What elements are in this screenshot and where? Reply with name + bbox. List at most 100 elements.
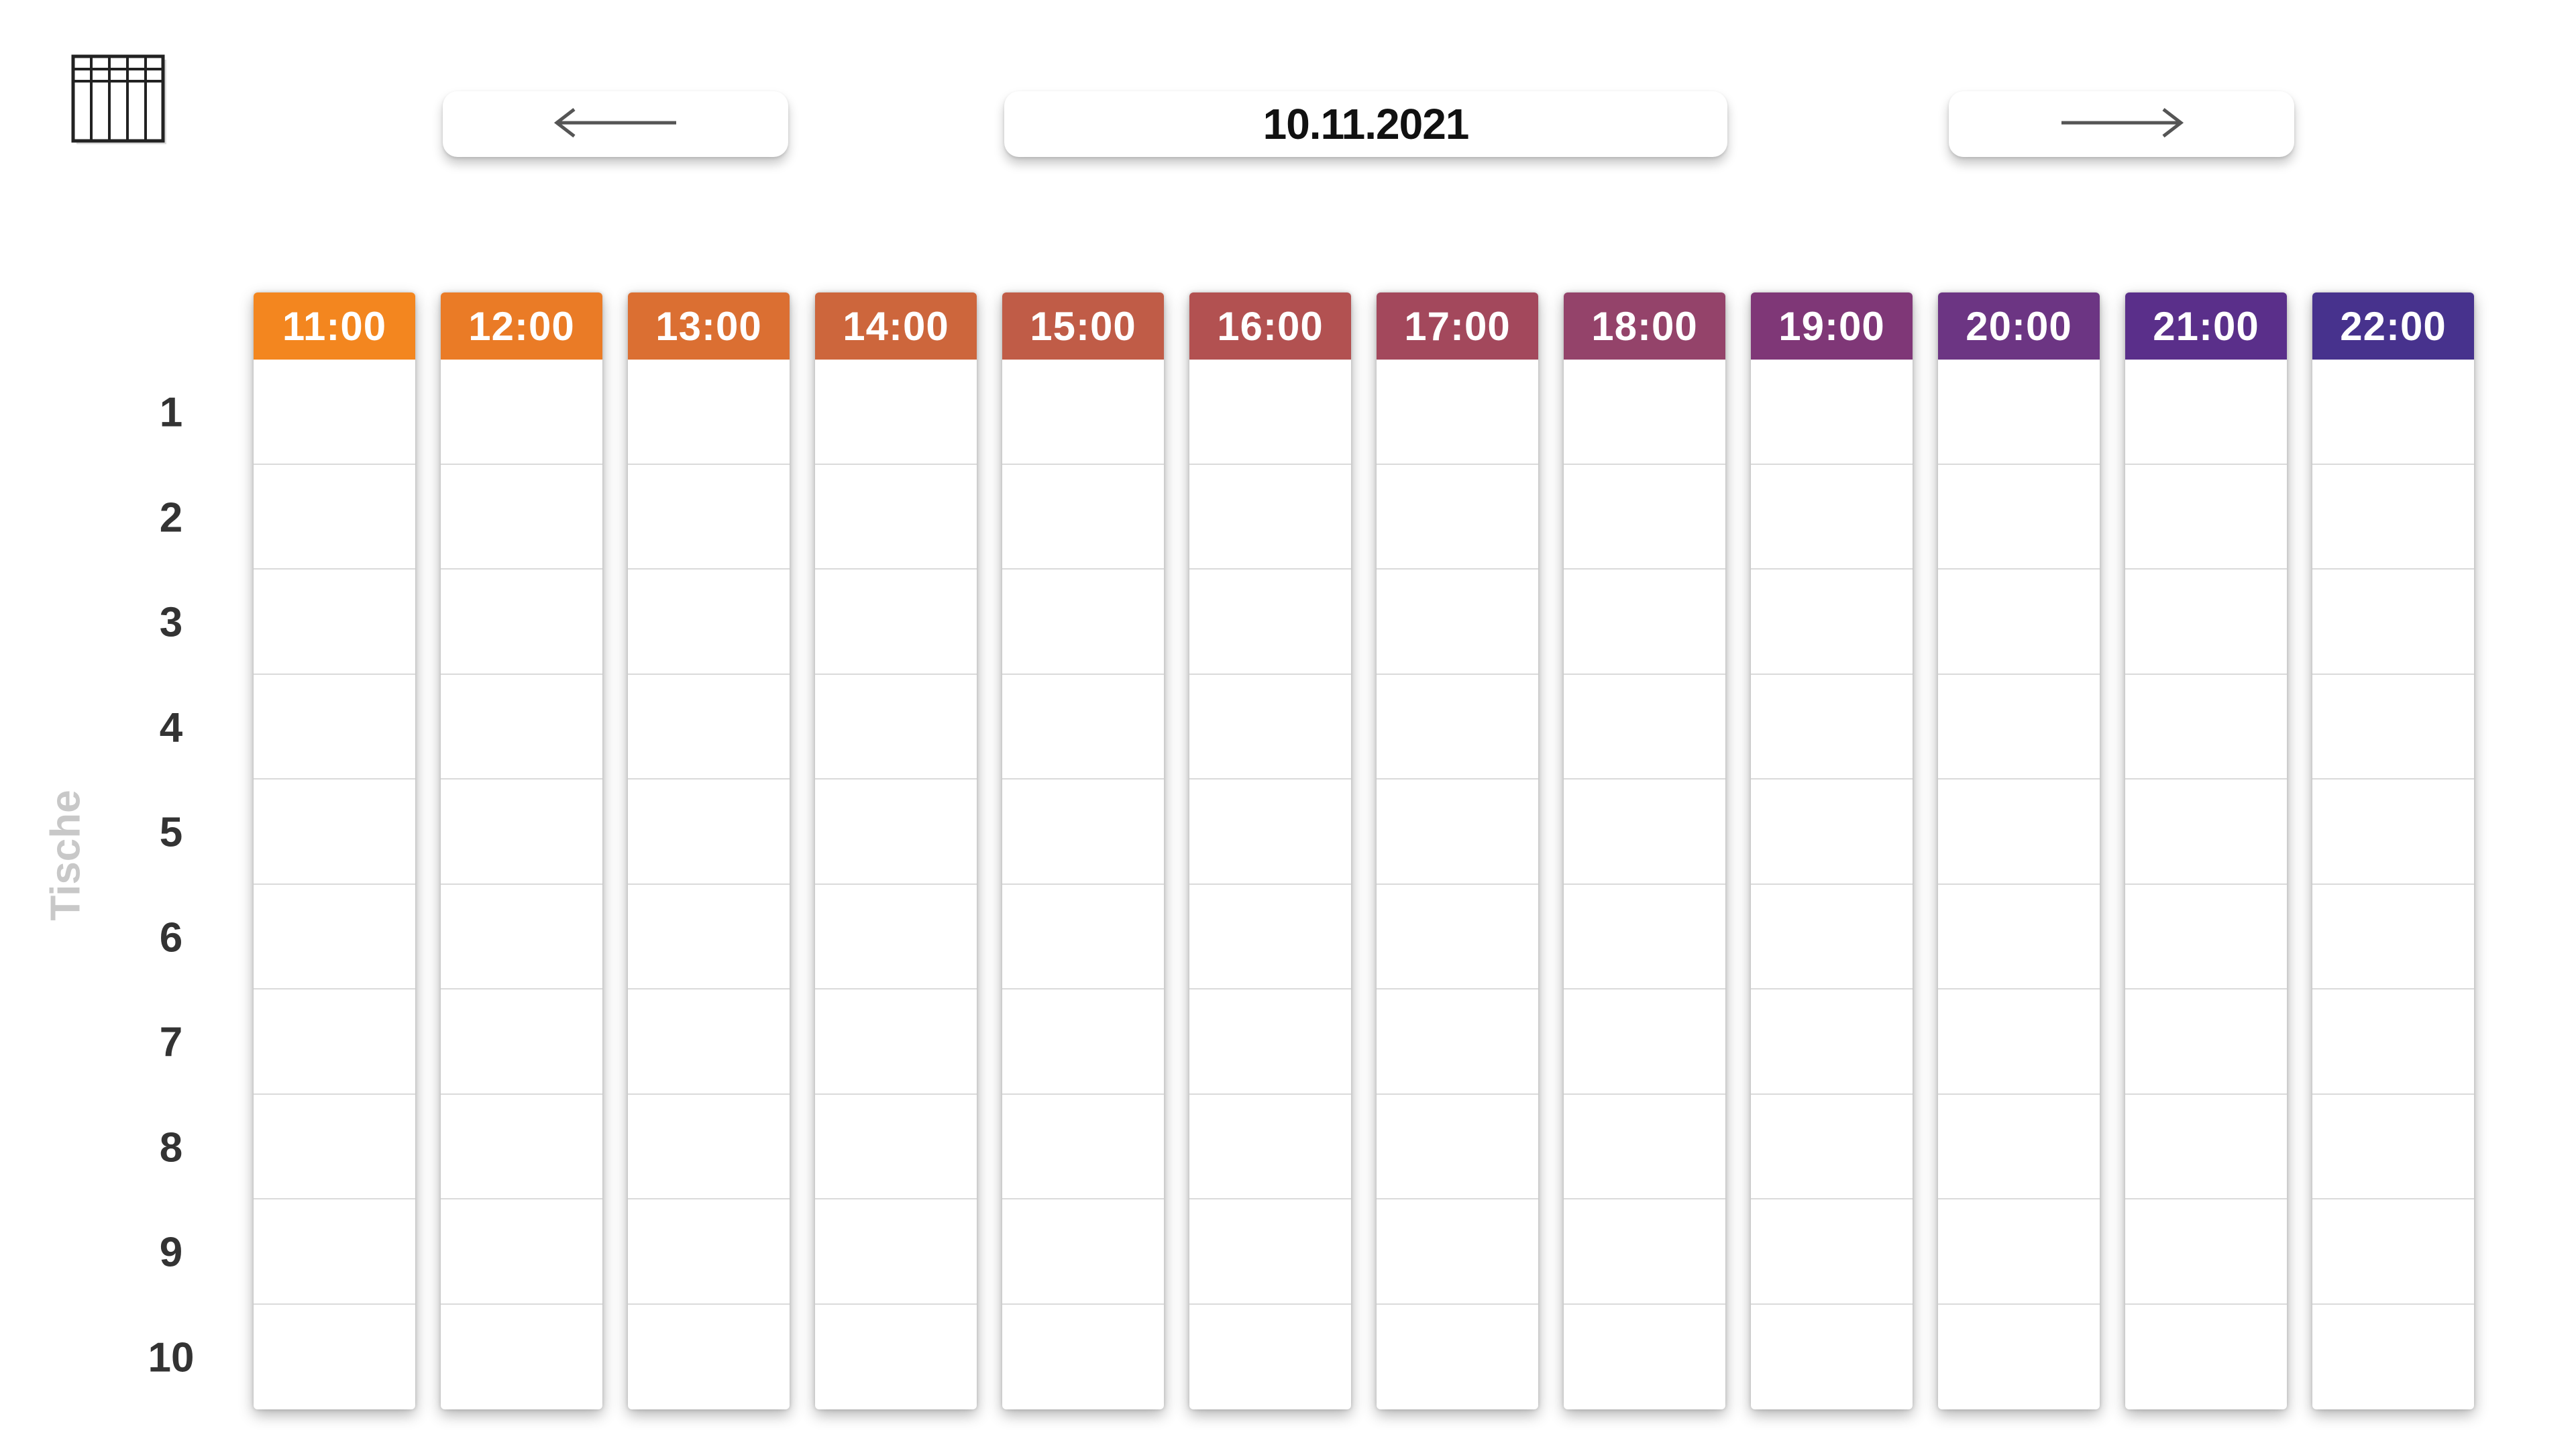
reservation-cell[interactable] (815, 570, 977, 675)
reservation-cell[interactable] (1751, 570, 1913, 675)
reservation-cell[interactable] (628, 1199, 790, 1305)
reservation-cell[interactable] (1564, 1095, 1725, 1199)
reservation-cell[interactable] (1751, 675, 1913, 780)
reservation-cell[interactable] (1564, 1305, 1725, 1410)
reservation-cell[interactable] (815, 1095, 977, 1199)
reservation-cell[interactable] (1938, 570, 2100, 675)
reservation-cell[interactable] (1002, 885, 1164, 989)
reservation-cell[interactable] (1189, 570, 1351, 675)
reservation-cell[interactable] (441, 1305, 602, 1410)
reservation-cell[interactable] (2312, 360, 2474, 465)
reservation-cell[interactable] (815, 1199, 977, 1305)
reservation-cell[interactable] (2125, 1199, 2287, 1305)
reservation-cell[interactable] (1938, 885, 2100, 989)
reservation-cell[interactable] (1938, 1305, 2100, 1410)
reservation-cell[interactable] (1751, 360, 1913, 465)
reservation-cell[interactable] (1564, 989, 1725, 1095)
reservation-cell[interactable] (1751, 885, 1913, 989)
reservation-cell[interactable] (1189, 675, 1351, 780)
reservation-cell[interactable] (628, 360, 790, 465)
reservation-cell[interactable] (254, 1199, 415, 1305)
reservation-cell[interactable] (2312, 989, 2474, 1095)
reservation-cell[interactable] (441, 675, 602, 780)
reservation-cell[interactable] (1377, 465, 1538, 570)
reservation-cell[interactable] (628, 675, 790, 780)
reservation-cell[interactable] (1938, 989, 2100, 1095)
reservation-cell[interactable] (1938, 360, 2100, 465)
reservation-cell[interactable] (254, 885, 415, 989)
date-display[interactable]: 10.11.2021 (1004, 91, 1727, 157)
reservation-cell[interactable] (2312, 465, 2474, 570)
reservation-cell[interactable] (2125, 1095, 2287, 1199)
reservation-cell[interactable] (1002, 1305, 1164, 1410)
reservation-cell[interactable] (1564, 1199, 1725, 1305)
reservation-cell[interactable] (441, 989, 602, 1095)
reservation-cell[interactable] (1189, 465, 1351, 570)
reservation-cell[interactable] (1002, 465, 1164, 570)
reservation-cell[interactable] (628, 780, 790, 885)
reservation-cell[interactable] (1751, 1305, 1913, 1410)
reservation-cell[interactable] (815, 885, 977, 989)
reservation-cell[interactable] (815, 989, 977, 1095)
reservation-cell[interactable] (1751, 780, 1913, 885)
reservation-cell[interactable] (1189, 1305, 1351, 1410)
reservation-cell[interactable] (2125, 675, 2287, 780)
reservation-cell[interactable] (1002, 780, 1164, 885)
reservation-cell[interactable] (815, 1305, 977, 1410)
reservation-cell[interactable] (1002, 1095, 1164, 1199)
reservation-cell[interactable] (2125, 1305, 2287, 1410)
reservation-cell[interactable] (1189, 1199, 1351, 1305)
reservation-cell[interactable] (815, 675, 977, 780)
reservation-cell[interactable] (1564, 780, 1725, 885)
reservation-cell[interactable] (815, 780, 977, 885)
reservation-cell[interactable] (2125, 360, 2287, 465)
reservation-cell[interactable] (254, 675, 415, 780)
reservation-cell[interactable] (254, 989, 415, 1095)
reservation-cell[interactable] (1189, 780, 1351, 885)
reservation-cell[interactable] (1189, 989, 1351, 1095)
reservation-cell[interactable] (1377, 885, 1538, 989)
reservation-cell[interactable] (254, 780, 415, 885)
reservation-cell[interactable] (2125, 885, 2287, 989)
reservation-cell[interactable] (628, 1305, 790, 1410)
reservation-cell[interactable] (2312, 1199, 2474, 1305)
reservation-cell[interactable] (2125, 465, 2287, 570)
reservation-cell[interactable] (628, 570, 790, 675)
reservation-cell[interactable] (441, 780, 602, 885)
reservation-cell[interactable] (254, 465, 415, 570)
reservation-cell[interactable] (1002, 989, 1164, 1095)
previous-day-button[interactable] (443, 91, 788, 157)
reservation-cell[interactable] (441, 885, 602, 989)
reservation-cell[interactable] (441, 1199, 602, 1305)
reservation-cell[interactable] (1377, 675, 1538, 780)
reservation-cell[interactable] (2312, 780, 2474, 885)
reservation-cell[interactable] (1189, 360, 1351, 465)
reservation-cell[interactable] (815, 465, 977, 570)
reservation-cell[interactable] (1189, 885, 1351, 989)
reservation-cell[interactable] (2312, 675, 2474, 780)
reservation-cell[interactable] (1938, 675, 2100, 780)
reservation-cell[interactable] (254, 360, 415, 465)
next-day-button[interactable] (1949, 91, 2294, 157)
reservation-cell[interactable] (1751, 465, 1913, 570)
reservation-cell[interactable] (1564, 360, 1725, 465)
reservation-cell[interactable] (254, 1305, 415, 1410)
reservation-cell[interactable] (1751, 1199, 1913, 1305)
reservation-cell[interactable] (1377, 780, 1538, 885)
reservation-cell[interactable] (2125, 989, 2287, 1095)
reservation-cell[interactable] (1938, 1199, 2100, 1305)
reservation-cell[interactable] (2125, 570, 2287, 675)
reservation-cell[interactable] (1377, 570, 1538, 675)
reservation-cell[interactable] (1938, 780, 2100, 885)
reservation-cell[interactable] (1564, 885, 1725, 989)
reservation-cell[interactable] (1189, 1095, 1351, 1199)
calendar-grid-icon[interactable] (71, 54, 169, 146)
reservation-cell[interactable] (254, 1095, 415, 1199)
reservation-cell[interactable] (628, 989, 790, 1095)
reservation-cell[interactable] (441, 570, 602, 675)
reservation-cell[interactable] (628, 1095, 790, 1199)
reservation-cell[interactable] (1002, 360, 1164, 465)
reservation-cell[interactable] (1002, 675, 1164, 780)
reservation-cell[interactable] (2312, 570, 2474, 675)
reservation-cell[interactable] (1002, 1199, 1164, 1305)
